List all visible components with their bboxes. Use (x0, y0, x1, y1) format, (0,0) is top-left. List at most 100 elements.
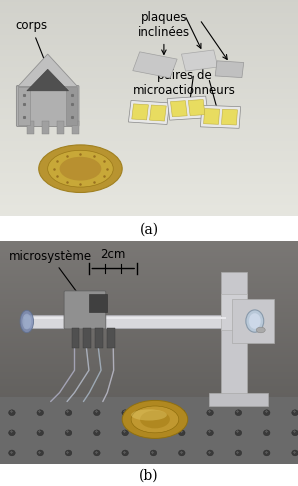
Bar (0, 406, 298, 408)
Ellipse shape (207, 410, 213, 416)
Bar (0, 283, 298, 285)
Bar (0, 269, 298, 272)
Bar (0, 292, 298, 294)
Bar (0, 130, 298, 132)
Bar (0, 381, 298, 383)
Ellipse shape (65, 430, 72, 436)
Bar (0, 50, 298, 52)
Bar (0, 121, 298, 123)
Bar (0, 214, 298, 216)
Bar (0, 52, 298, 54)
Bar (0, 88, 298, 91)
Ellipse shape (246, 310, 264, 332)
Bar (0, 321, 298, 323)
Bar (0, 151, 298, 154)
Ellipse shape (37, 430, 44, 436)
Bar (0, 158, 298, 160)
Bar (0, 383, 298, 386)
Bar (0, 78, 298, 80)
Text: 2cm: 2cm (100, 248, 126, 260)
Ellipse shape (39, 145, 122, 192)
Bar (0, 28, 298, 30)
Ellipse shape (22, 313, 31, 330)
Bar (0, 48, 298, 50)
Bar (0, 350, 298, 352)
Bar (0, 290, 298, 292)
Bar (0, 428, 298, 431)
Bar (0, 459, 298, 462)
Ellipse shape (94, 430, 100, 436)
Ellipse shape (235, 450, 242, 456)
Bar (0, 408, 298, 411)
Ellipse shape (263, 430, 270, 436)
Bar (0, 319, 298, 321)
Bar (0, 241, 298, 243)
Bar (0, 35, 298, 37)
Ellipse shape (60, 157, 101, 181)
Polygon shape (221, 109, 238, 125)
Ellipse shape (207, 430, 213, 436)
Bar (0, 325, 298, 328)
Bar (0, 397, 298, 399)
Bar (0, 462, 298, 464)
Bar (0, 156, 298, 158)
Bar (0, 455, 298, 457)
Bar (66, 87, 77, 125)
Bar (0, 119, 298, 121)
Bar (0, 106, 298, 108)
Bar (0, 54, 298, 56)
Bar (232, 299, 274, 344)
Bar (0, 323, 298, 326)
Bar (0, 210, 298, 212)
Polygon shape (204, 108, 220, 124)
Bar (42, 121, 49, 134)
Bar (0, 15, 298, 17)
Ellipse shape (65, 410, 72, 416)
Bar (0, 392, 298, 395)
Ellipse shape (249, 313, 261, 329)
Bar (0, 67, 298, 69)
Bar (0, 149, 298, 152)
Bar (0, 341, 298, 344)
Bar (0, 69, 298, 71)
Bar (0, 56, 298, 58)
Bar (0, 245, 298, 247)
Bar (0, 91, 298, 93)
Ellipse shape (140, 411, 170, 428)
Bar (0, 93, 298, 95)
Ellipse shape (9, 430, 15, 436)
Bar (57, 121, 64, 134)
Bar (0, 95, 298, 97)
Bar (0, 26, 298, 28)
Bar (0, 243, 298, 245)
Bar (0, 285, 298, 288)
Ellipse shape (94, 450, 100, 456)
Bar (0, 276, 298, 278)
Bar (0, 301, 298, 303)
Bar (0, 39, 298, 41)
Bar (0, 177, 298, 179)
Ellipse shape (179, 430, 185, 436)
Bar (0, 401, 298, 404)
Bar (0, 186, 298, 188)
Bar (0, 332, 298, 334)
Bar (0, 280, 298, 283)
Bar (0, 263, 298, 265)
Text: microsystème: microsystème (9, 250, 92, 298)
Bar (0, 444, 298, 446)
Polygon shape (150, 105, 166, 121)
Bar (0, 201, 298, 203)
Bar (107, 328, 115, 348)
Bar (0, 97, 298, 100)
Bar (0, 448, 298, 451)
Bar (0, 73, 298, 76)
Bar (0, 415, 298, 417)
Ellipse shape (256, 327, 265, 333)
FancyBboxPatch shape (64, 291, 106, 329)
Bar (0, 260, 298, 263)
Text: paires de
microactionneurs: paires de microactionneurs (133, 69, 236, 114)
Bar (0, 403, 298, 406)
Bar (0, 80, 298, 82)
Bar (0, 296, 298, 299)
Ellipse shape (150, 450, 157, 456)
